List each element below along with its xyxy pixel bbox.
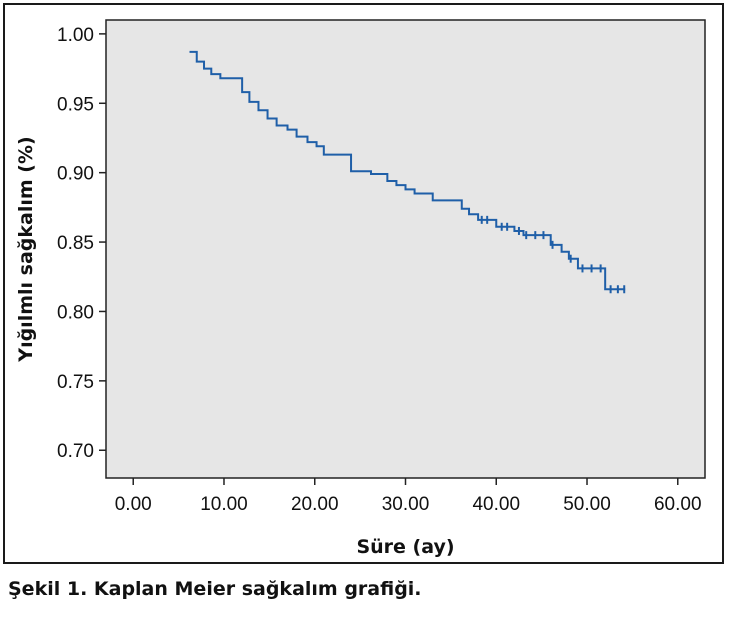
x-axis: 0.00 10.00 20.00 30.00 40.00 50.00 60.00 bbox=[115, 478, 702, 515]
x-tick-label: 40.00 bbox=[472, 494, 520, 515]
x-axis-title: Süre (ay) bbox=[356, 536, 454, 558]
y-tick-label: 0.70 bbox=[57, 441, 94, 462]
y-tick-label: 0.85 bbox=[57, 233, 94, 254]
plot-area bbox=[105, 19, 706, 479]
x-tick-label: 20.00 bbox=[291, 494, 339, 515]
x-tick-label: 10.00 bbox=[200, 494, 248, 515]
censor-marks bbox=[480, 215, 626, 294]
y-tick-label: 0.95 bbox=[57, 94, 94, 115]
y-axis: 0.70 0.75 0.80 0.85 0.90 0.95 1.00 bbox=[57, 25, 106, 462]
x-tick-label: 60.00 bbox=[654, 494, 702, 515]
survival-curve bbox=[189, 50, 626, 291]
y-axis-title: Yığılmlı sağkalım (%) bbox=[15, 136, 37, 362]
x-tick-label: 50.00 bbox=[563, 494, 611, 515]
figure-caption: Şekil 1. Kaplan Meier sağkalım grafiği. bbox=[8, 578, 422, 600]
y-tick-label: 0.75 bbox=[57, 372, 94, 393]
x-tick-label: 30.00 bbox=[382, 494, 430, 515]
y-tick-label: 0.80 bbox=[57, 302, 94, 323]
y-tick-label: 0.90 bbox=[57, 164, 94, 185]
x-tick-label: 0.00 bbox=[115, 494, 152, 515]
y-tick-label: 1.00 bbox=[57, 25, 94, 46]
